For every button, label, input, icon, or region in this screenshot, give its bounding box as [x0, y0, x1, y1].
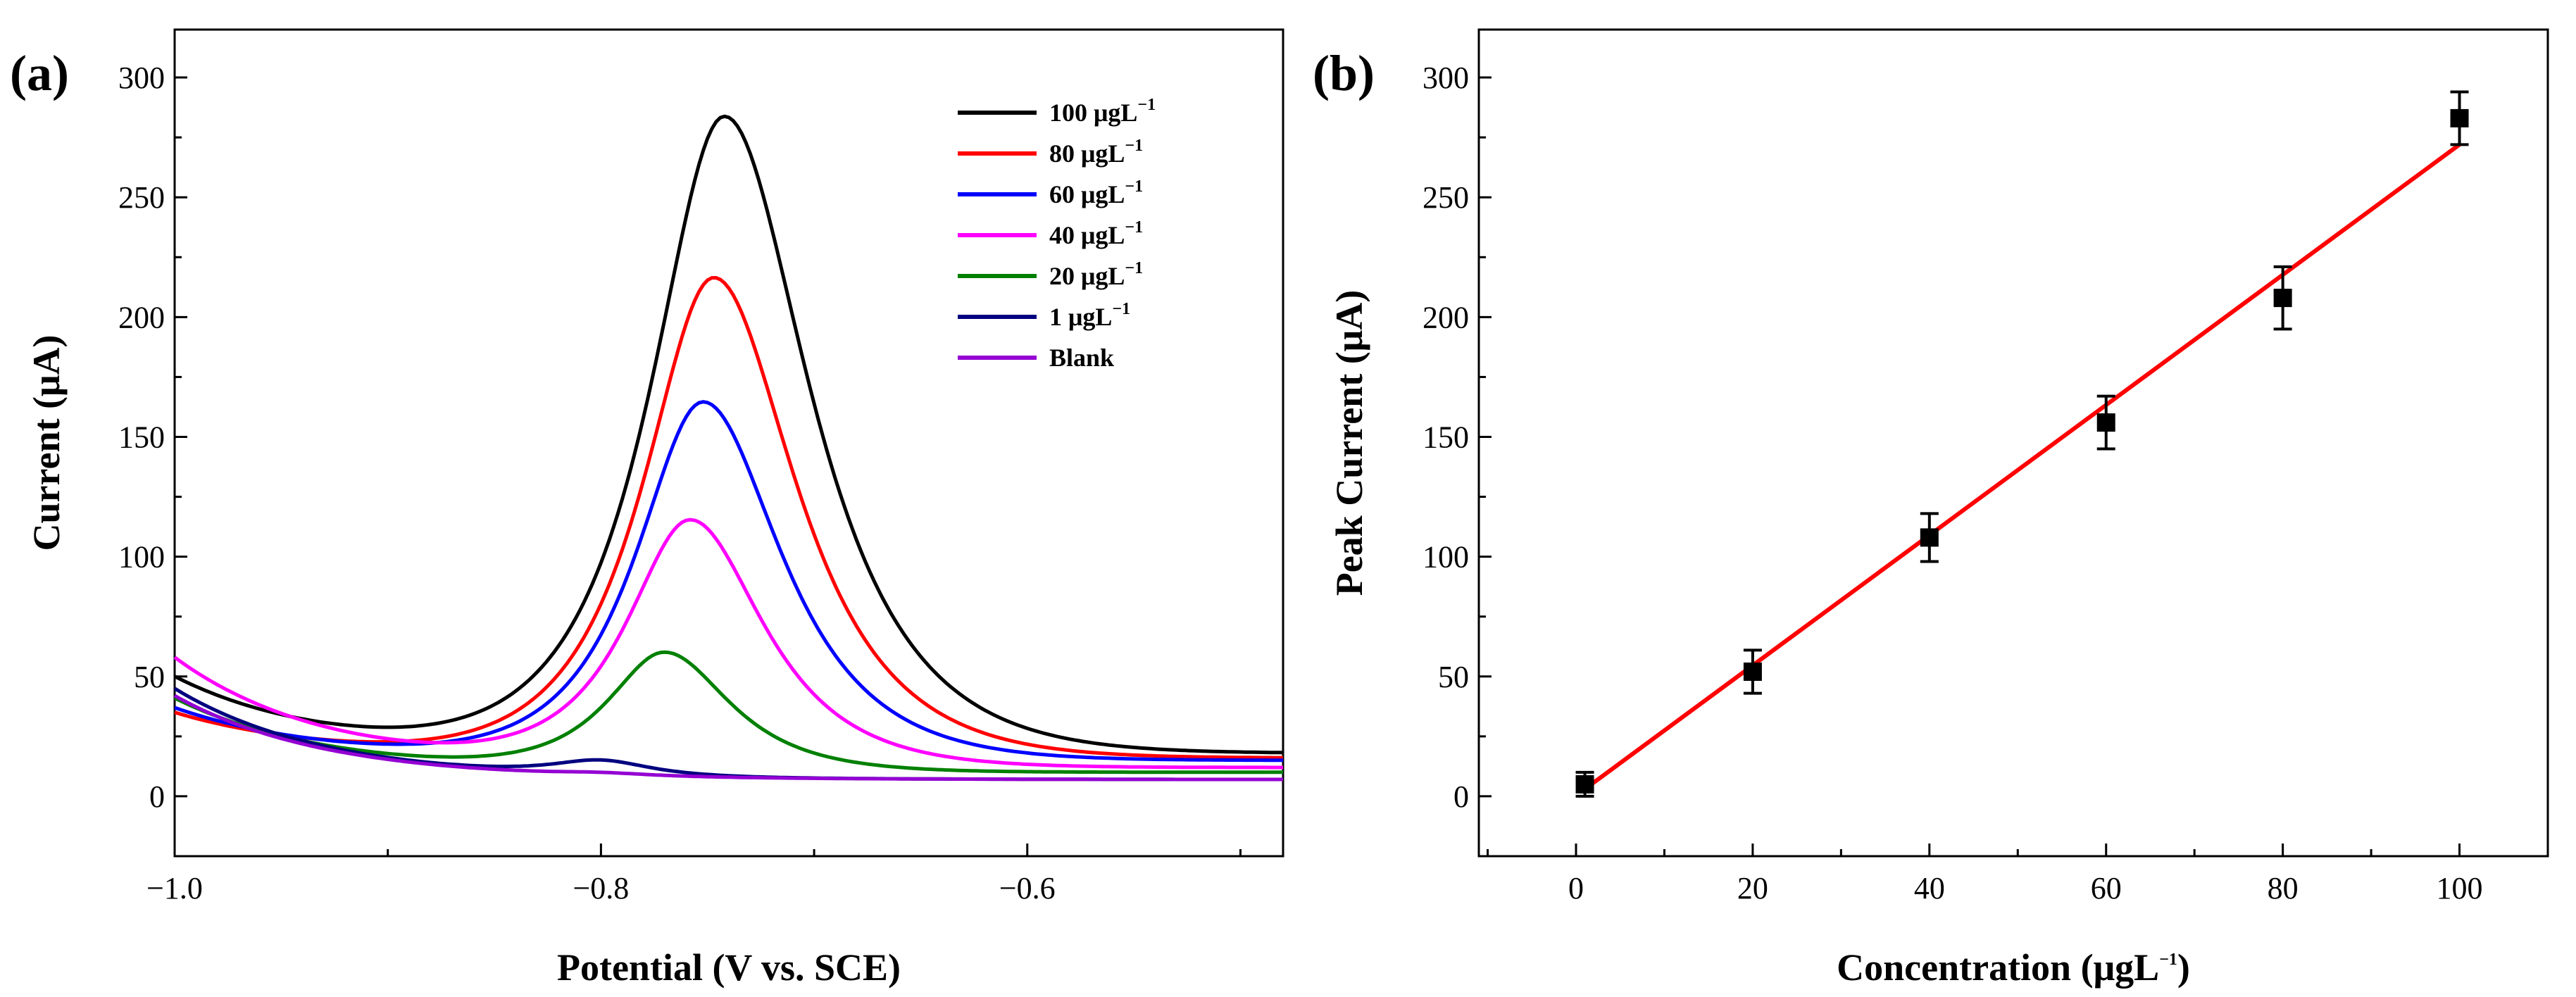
panel-a-legend-label-main: 60 μgL: [1049, 180, 1125, 208]
panel-b-y-tick-label: 0: [1453, 779, 1469, 814]
panel-a-series-line: [173, 114, 1284, 755]
panel-b-data-point: [1575, 775, 1594, 794]
panel-a-x-tick-label: −0.6: [999, 871, 1056, 905]
panel-a-y-tick-label: 200: [118, 300, 165, 334]
panel-b-y-tick-label: 50: [1438, 660, 1469, 694]
panel-a-legend-label: Blank: [1049, 344, 1114, 372]
panel-a-legend-label-sup: −1: [1125, 137, 1143, 155]
panel-b-x-axis-label-tail: ): [2177, 946, 2190, 989]
panel-b-x-tick-label: 0: [1568, 871, 1584, 905]
panel-a-legend-label: 1 μgL−1: [1049, 300, 1130, 331]
panel-b-data-point: [1743, 662, 1762, 681]
panel-b-fit-line: [1583, 142, 2461, 791]
panel-a-y-tick-label: 300: [118, 61, 165, 95]
panel-a-ticks: −1.0 −0.8 −0.6 0 50 100 150 200 250 300: [118, 61, 1242, 905]
panel-a-y-tick-label: 250: [118, 180, 165, 215]
panel-a-legend-label-main: 40 μgL: [1049, 221, 1125, 249]
panel-b-y-tick-label: 150: [1423, 420, 1469, 454]
panel-a-legend-label-sup: −1: [1125, 218, 1143, 237]
panel-a-y-tick-label: 100: [118, 540, 165, 575]
panel-b-x-tick-label: 20: [1737, 871, 1768, 905]
panel-b-y-tick-label: 250: [1423, 180, 1469, 215]
panel-a-legend-label: 20 μgL−1: [1049, 259, 1143, 290]
panel-a-series-line: [173, 650, 1283, 775]
panel-b-ticks: 0 20 40 60 80 100 0 50 100 150 200 250 300: [1423, 61, 2483, 905]
panel-b-y-tick-label: 200: [1423, 300, 1469, 334]
panel-a-legend-label: 80 μgL−1: [1049, 137, 1143, 168]
panel-a-legend-label: 100 μgL−1: [1049, 96, 1156, 127]
panel-a-legend-label-main: 20 μgL: [1049, 262, 1125, 290]
panel-a-frame: [173, 28, 1284, 858]
panel-a-legend-label-main: Blank: [1049, 344, 1114, 372]
panel-b-x-tick-label: 60: [2091, 871, 2122, 905]
panel-a: (a) −1.0 −0.8 −0.6 0 50 100 150 200 250 300 Poten…: [10, 28, 1284, 989]
panel-b-data-point: [2450, 108, 2469, 127]
panel-a-legend-label-sup: −1: [1112, 300, 1130, 318]
panel-b: (b) 0 20 40 60 80 100 0 50 100 150 200 250 300 Conce…: [1313, 28, 2549, 989]
panel-b-x-tick-label: 40: [1914, 871, 1945, 905]
panel-b-x-tick-label: 80: [2268, 871, 2299, 905]
panel-a-y-tick-label: 150: [118, 420, 165, 454]
panel-b-y-tick-label: 100: [1423, 540, 1469, 575]
panel-b-data-point: [1920, 528, 1939, 547]
panel-a-legend-label-sup: −1: [1137, 96, 1156, 114]
panel-b-y-tick-label: 300: [1423, 61, 1469, 95]
panel-a-label: (a): [10, 45, 69, 101]
panel-a-plot-area: [173, 114, 1284, 782]
panel-a-series-line: [174, 400, 1283, 763]
panel-b-data-point: [2096, 413, 2115, 432]
panel-a-legend-label-sup: −1: [1125, 259, 1143, 277]
panel-a-y-tick-label: 0: [149, 779, 165, 814]
panel-a-y-axis-label: Current (μA): [25, 334, 68, 551]
panel-a-legend-label-main: 100 μgL: [1049, 99, 1137, 127]
panel-a-x-axis-label: Potential (V vs. SCE): [557, 946, 901, 989]
panel-a-legend-label-main: 80 μgL: [1049, 139, 1125, 168]
panel-a-series-line: [174, 275, 1283, 760]
panel-b-plot-area: [1575, 90, 2469, 798]
panel-a-legend-label: 40 μgL−1: [1049, 218, 1143, 249]
panel-b-x-axis-label-sup: −1: [2159, 951, 2177, 969]
panel-b-x-axis-label-main: Concentration (μgL: [1837, 946, 2159, 989]
panel-a-x-tick-label: −1.0: [146, 871, 203, 905]
panel-a-y-tick-label: 50: [134, 660, 165, 694]
panel-a-series-line: [173, 518, 1283, 770]
panel-a-legend: 100 μgL−1 80 μgL−1 60 μgL−1 40 μgL−1 20 …: [958, 96, 1156, 372]
panel-a-legend-label-sup: −1: [1125, 177, 1143, 196]
panel-b-x-axis-label: Concentration (μgL−1): [1837, 946, 2190, 989]
panel-a-series-line: [173, 694, 1283, 782]
panel-a-legend-label-main: 1 μgL: [1049, 303, 1112, 331]
panel-b-x-tick-label: 100: [2437, 871, 2483, 905]
panel-b-y-axis-label: Peak Current (μA): [1328, 290, 1370, 596]
panel-b-label: (b): [1313, 45, 1375, 101]
panel-b-data-point: [2273, 289, 2292, 308]
panel-a-legend-label: 60 μgL−1: [1049, 177, 1143, 208]
panel-a-x-tick-label: −0.8: [573, 871, 629, 905]
panel-b-frame: [1477, 28, 2549, 858]
